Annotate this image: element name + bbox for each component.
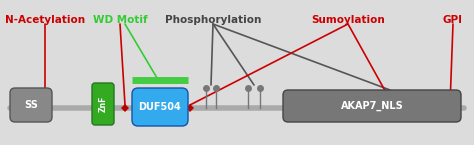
Text: GPI: GPI: [443, 15, 463, 25]
FancyBboxPatch shape: [132, 88, 188, 126]
FancyBboxPatch shape: [10, 88, 52, 122]
Text: ZnF: ZnF: [99, 96, 108, 112]
Text: Sumoylation: Sumoylation: [311, 15, 385, 25]
Text: WD Motif: WD Motif: [93, 15, 147, 25]
FancyBboxPatch shape: [92, 83, 114, 125]
Text: DUF504: DUF504: [138, 102, 182, 112]
Text: SS: SS: [24, 100, 38, 110]
Text: N-Acetylation: N-Acetylation: [5, 15, 85, 25]
Text: AKAP7_NLS: AKAP7_NLS: [341, 101, 403, 111]
Text: Phosphorylation: Phosphorylation: [165, 15, 261, 25]
FancyBboxPatch shape: [283, 90, 461, 122]
